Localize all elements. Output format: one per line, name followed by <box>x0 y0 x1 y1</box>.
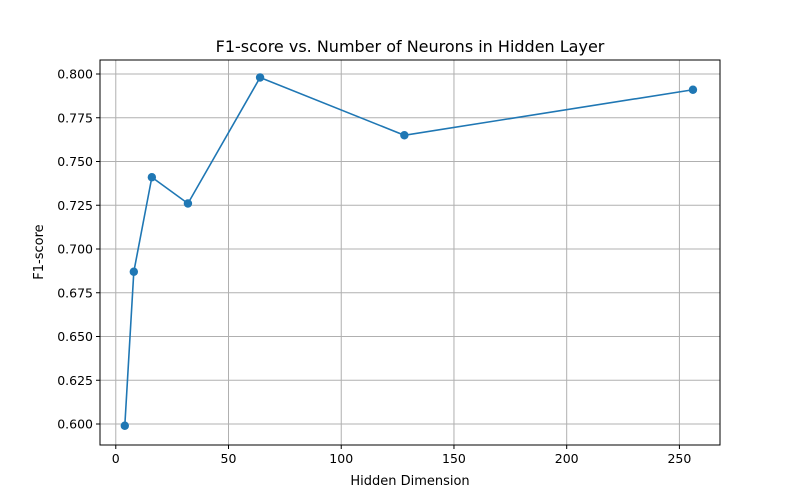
y-tick-label: 0.750 <box>57 154 93 169</box>
y-axis-label: F1-score <box>32 224 47 279</box>
x-tick-label: 50 <box>221 451 237 466</box>
data-point <box>129 267 139 276</box>
chart-title: F1-score vs. Number of Neurons in Hidden… <box>216 37 605 56</box>
y-tick-label: 0.775 <box>57 110 93 125</box>
y-tick-label: 0.700 <box>57 242 93 257</box>
x-axis-label: Hidden Dimension <box>350 474 469 489</box>
data-point <box>255 73 265 82</box>
data-point <box>147 173 157 182</box>
series-layer <box>120 73 698 430</box>
y-tick-label: 0.650 <box>57 329 93 344</box>
data-point <box>400 131 409 140</box>
x-tick-label: 0 <box>112 451 120 466</box>
data-point <box>183 199 193 208</box>
data-point <box>120 421 129 430</box>
x-tick-label: 250 <box>667 451 691 466</box>
y-axis-ticks: 0.600 0.625 0.650 0.675 0.700 0.725 0.750 0.775… <box>57 67 100 432</box>
grid <box>100 60 720 445</box>
data-point <box>688 85 698 94</box>
x-axis-ticks: 0 50 100 150 200 250 <box>112 445 691 466</box>
x-tick-label: 100 <box>329 451 353 466</box>
series-line <box>124 76 694 426</box>
y-tick-label: 0.600 <box>57 417 93 432</box>
plot-frame <box>99 59 721 446</box>
x-tick-label: 200 <box>555 451 579 466</box>
y-tick-label: 0.625 <box>57 373 93 388</box>
y-tick-label: 0.725 <box>57 198 93 213</box>
y-tick-label: 0.675 <box>57 285 93 300</box>
x-tick-label: 150 <box>442 451 466 466</box>
y-tick-label: 0.800 <box>57 67 93 82</box>
